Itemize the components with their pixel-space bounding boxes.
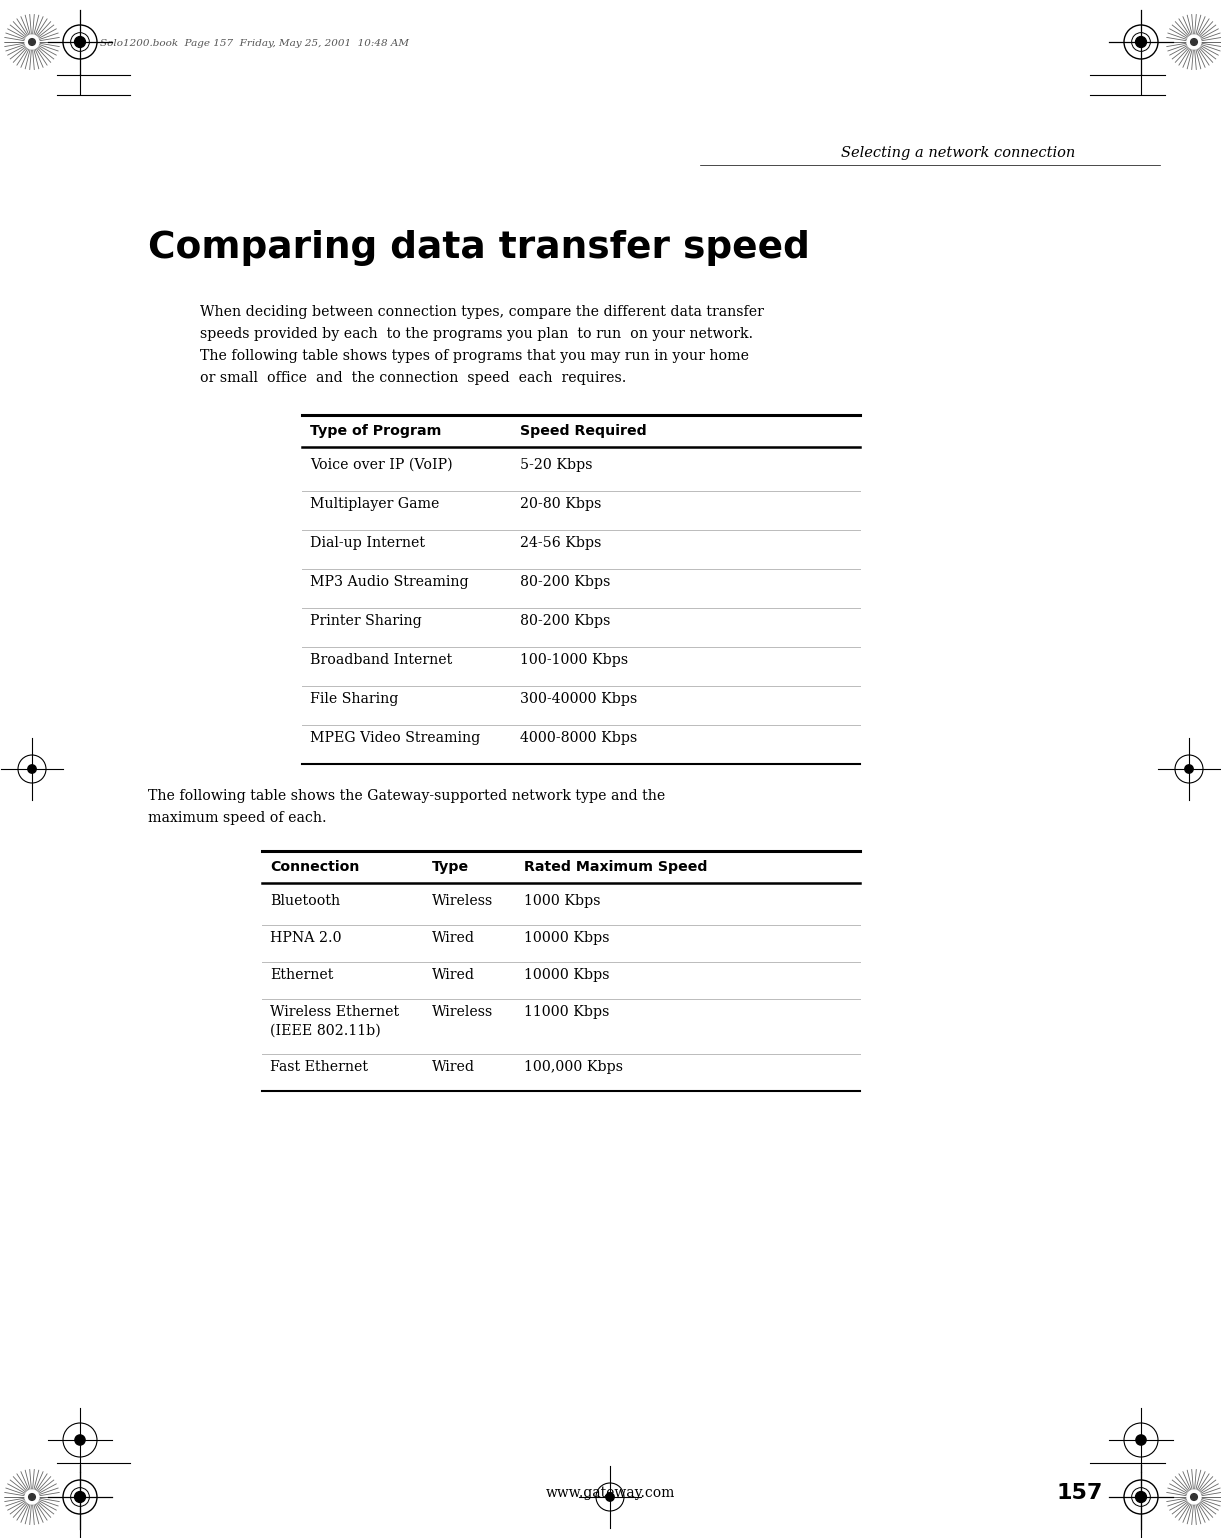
Text: MPEG Video Streaming: MPEG Video Streaming [310, 731, 480, 744]
Text: 100-1000 Kbps: 100-1000 Kbps [520, 654, 628, 667]
Text: 10000 Kbps: 10000 Kbps [524, 930, 609, 944]
Text: File Sharing: File Sharing [310, 692, 398, 706]
Text: Wireless: Wireless [432, 1004, 493, 1020]
Text: Solo1200.book  Page 157  Friday, May 25, 2001  10:48 AM: Solo1200.book Page 157 Friday, May 25, 2… [100, 38, 409, 48]
Text: www.gateway.com: www.gateway.com [546, 1486, 675, 1500]
Circle shape [1136, 1492, 1147, 1503]
Text: Fast Ethernet: Fast Ethernet [270, 1060, 368, 1074]
Text: 5-20 Kbps: 5-20 Kbps [520, 458, 592, 472]
Text: The following table shows types of programs that you may run in your home: The following table shows types of progr… [200, 349, 748, 363]
Text: 300-40000 Kbps: 300-40000 Kbps [520, 692, 637, 706]
Text: Comparing data transfer speed: Comparing data transfer speed [148, 231, 810, 266]
Text: Voice over IP (VoIP): Voice over IP (VoIP) [310, 458, 453, 472]
Circle shape [1136, 37, 1147, 48]
Circle shape [74, 37, 85, 48]
Text: HPNA 2.0: HPNA 2.0 [270, 930, 342, 944]
Circle shape [28, 1493, 35, 1501]
Text: 4000-8000 Kbps: 4000-8000 Kbps [520, 731, 637, 744]
Circle shape [1184, 764, 1193, 774]
Text: Speed Required: Speed Required [520, 424, 647, 438]
Circle shape [1190, 1493, 1198, 1501]
Text: 157: 157 [1057, 1483, 1104, 1503]
Circle shape [74, 1435, 85, 1446]
Circle shape [1190, 38, 1198, 45]
Text: (IEEE 802.11b): (IEEE 802.11b) [270, 1024, 381, 1038]
Circle shape [28, 38, 35, 45]
Circle shape [606, 1493, 614, 1501]
Text: or small  office  and  the connection  speed  each  requires.: or small office and the connection speed… [200, 371, 626, 384]
Text: Wireless: Wireless [432, 894, 493, 907]
Text: Rated Maximum Speed: Rated Maximum Speed [524, 860, 707, 874]
Text: Broadband Internet: Broadband Internet [310, 654, 452, 667]
Text: 20-80 Kbps: 20-80 Kbps [520, 497, 602, 511]
Text: Printer Sharing: Printer Sharing [310, 614, 421, 628]
Text: 80-200 Kbps: 80-200 Kbps [520, 614, 610, 628]
Text: Dial-up Internet: Dial-up Internet [310, 537, 425, 551]
Text: Multiplayer Game: Multiplayer Game [310, 497, 440, 511]
Text: Wireless Ethernet: Wireless Ethernet [270, 1004, 399, 1020]
Text: The following table shows the Gateway-supported network type and the: The following table shows the Gateway-su… [148, 789, 665, 803]
Text: Selecting a network connection: Selecting a network connection [841, 146, 1074, 160]
Text: 100,000 Kbps: 100,000 Kbps [524, 1060, 623, 1074]
Circle shape [28, 764, 37, 774]
Text: MP3 Audio Streaming: MP3 Audio Streaming [310, 575, 469, 589]
Circle shape [74, 1492, 85, 1503]
Text: 11000 Kbps: 11000 Kbps [524, 1004, 609, 1020]
Text: Type of Program: Type of Program [310, 424, 441, 438]
Text: Type: Type [432, 860, 469, 874]
Text: maximum speed of each.: maximum speed of each. [148, 811, 327, 824]
Text: 80-200 Kbps: 80-200 Kbps [520, 575, 610, 589]
Text: speeds provided by each  to the programs you plan  to run  on your network.: speeds provided by each to the programs … [200, 328, 753, 341]
Circle shape [1136, 1435, 1147, 1446]
Text: Bluetooth: Bluetooth [270, 894, 341, 907]
Text: 1000 Kbps: 1000 Kbps [524, 894, 601, 907]
Circle shape [24, 1490, 39, 1504]
Text: Wired: Wired [432, 930, 475, 944]
Text: Ethernet: Ethernet [270, 967, 333, 981]
Text: When deciding between connection types, compare the different data transfer: When deciding between connection types, … [200, 305, 764, 318]
Text: 24-56 Kbps: 24-56 Kbps [520, 537, 602, 551]
Circle shape [1187, 35, 1201, 49]
Circle shape [24, 35, 39, 49]
Text: Wired: Wired [432, 1060, 475, 1074]
Text: 10000 Kbps: 10000 Kbps [524, 967, 609, 981]
Text: Connection: Connection [270, 860, 359, 874]
Circle shape [1187, 1490, 1201, 1504]
Text: Wired: Wired [432, 967, 475, 981]
